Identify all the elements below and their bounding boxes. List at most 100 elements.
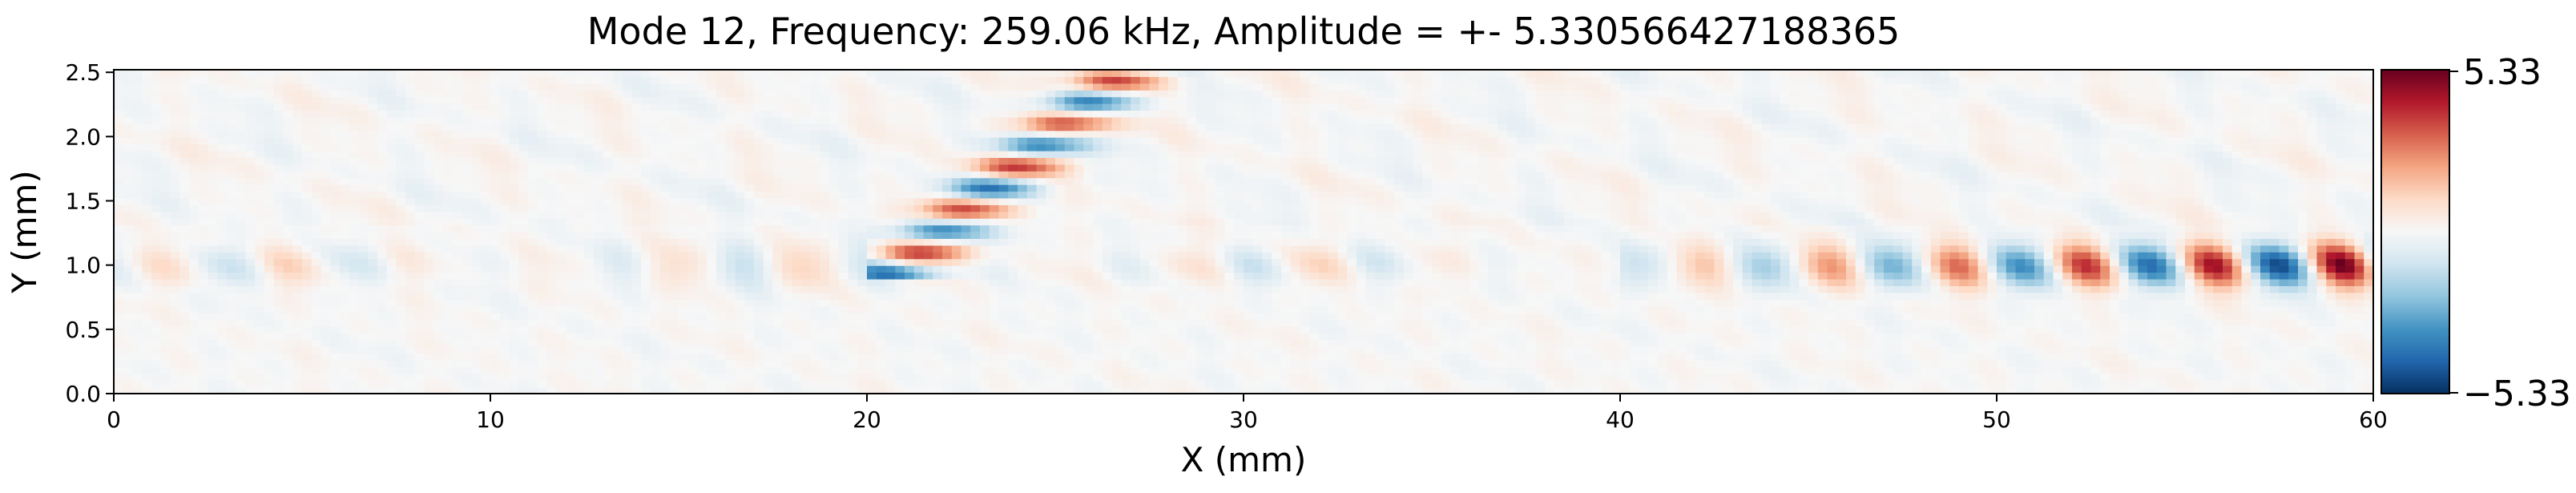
heatmap-cell: [1055, 252, 1066, 260]
heatmap-cell: [800, 171, 812, 179]
heatmap-cell: [1008, 292, 1018, 300]
heatmap-cell: [471, 157, 482, 165]
heatmap-cell: [320, 123, 331, 131]
heatmap-cell: [594, 171, 604, 179]
heatmap-cell: [838, 285, 849, 293]
heatmap-cell: [386, 305, 397, 313]
heatmap-cell: [490, 191, 501, 199]
heatmap-cell: [546, 346, 557, 354]
heatmap-cell: [415, 151, 425, 159]
heatmap-cell: [1074, 151, 1084, 159]
heatmap-cell: [594, 211, 604, 219]
heatmap-cell: [415, 278, 425, 286]
heatmap-cell: [800, 197, 812, 205]
heatmap-cell: [763, 197, 774, 205]
heatmap-cell: [612, 232, 623, 240]
heatmap-cell: [669, 333, 679, 341]
heatmap-cell: [622, 218, 632, 226]
heatmap-cell: [631, 252, 642, 260]
heatmap-cell: [989, 177, 1000, 185]
heatmap-cell: [424, 130, 435, 138]
heatmap-cell: [1046, 313, 1056, 321]
heatmap-cell: [405, 353, 416, 361]
heatmap-cell: [820, 123, 830, 131]
heatmap-cell: [227, 224, 237, 232]
heatmap-cell: [433, 123, 444, 131]
heatmap-cell: [810, 164, 820, 172]
heatmap-cell: [208, 171, 218, 179]
heatmap-cell: [744, 238, 755, 246]
heatmap-cell: [603, 305, 614, 313]
heatmap-cell: [490, 265, 501, 273]
heatmap-cell: [1083, 285, 1094, 293]
heatmap-cell: [170, 359, 180, 367]
heatmap-cell: [594, 224, 604, 232]
heatmap-cell: [123, 238, 134, 246]
heatmap-cell: [744, 305, 755, 313]
heatmap-cell: [490, 204, 501, 212]
heatmap-cell: [424, 184, 435, 192]
heatmap-cell: [528, 218, 538, 226]
heatmap-cell: [669, 197, 679, 205]
heatmap-cell: [151, 204, 162, 212]
heatmap-cell: [349, 224, 360, 232]
heatmap-cell: [951, 325, 962, 333]
heatmap-cell: [1055, 103, 1066, 111]
heatmap-cell: [848, 386, 858, 394]
heatmap-cell: [114, 116, 124, 124]
heatmap-cell: [189, 143, 200, 152]
heatmap-cell: [725, 191, 736, 199]
heatmap-cell: [716, 272, 727, 280]
heatmap-cell: [980, 103, 990, 111]
heatmap-cell: [330, 278, 341, 286]
heatmap-cell: [170, 325, 180, 333]
heatmap-cell: [820, 83, 830, 91]
heatmap-cell: [236, 285, 247, 293]
heatmap-cell: [330, 346, 341, 354]
heatmap-cell: [998, 299, 1009, 307]
heatmap-cell: [386, 137, 397, 145]
heatmap-cell: [905, 90, 915, 98]
heatmap-cell: [970, 103, 981, 111]
heatmap-cell: [490, 137, 501, 145]
heatmap-cell: [1064, 232, 1075, 240]
heatmap-cell: [283, 272, 293, 280]
heatmap-cell: [687, 130, 699, 138]
heatmap-cell: [1018, 218, 1028, 226]
heatmap-cell: [923, 278, 933, 286]
heatmap-cell: [377, 252, 388, 260]
heatmap-cell: [772, 380, 783, 388]
heatmap-cell: [895, 252, 905, 260]
heatmap-cell: [340, 103, 350, 111]
heatmap-cell: [679, 211, 689, 219]
heatmap-cell: [998, 151, 1009, 159]
heatmap-cell: [838, 177, 849, 185]
heatmap-cell: [998, 110, 1009, 118]
heatmap-cell: [386, 325, 397, 333]
heatmap-cell: [114, 103, 124, 111]
heatmap-cell: [518, 285, 529, 293]
heatmap-cell: [142, 359, 152, 367]
heatmap-cell: [867, 70, 877, 78]
heatmap-cell: [885, 258, 896, 266]
heatmap-cell: [951, 204, 962, 212]
heatmap-cell: [537, 299, 548, 307]
heatmap-cell: [989, 319, 1000, 327]
heatmap-cell: [546, 325, 557, 333]
heatmap-cell: [1008, 325, 1018, 333]
heatmap-cell: [763, 325, 774, 333]
heatmap-cell: [1074, 380, 1084, 388]
heatmap-cell: [772, 197, 783, 205]
heatmap-cell: [933, 90, 943, 98]
heatmap-cell: [867, 339, 877, 347]
heatmap-cell: [453, 258, 463, 266]
heatmap-cell: [876, 265, 887, 273]
heatmap-cell: [951, 339, 962, 347]
heatmap-cell: [264, 151, 275, 159]
heatmap-cell: [1046, 151, 1056, 159]
heatmap-cell: [537, 90, 548, 98]
heatmap-cell: [603, 130, 614, 138]
heatmap-cell: [961, 164, 971, 172]
heatmap-cell: [782, 292, 792, 300]
heatmap-cell: [528, 278, 538, 286]
